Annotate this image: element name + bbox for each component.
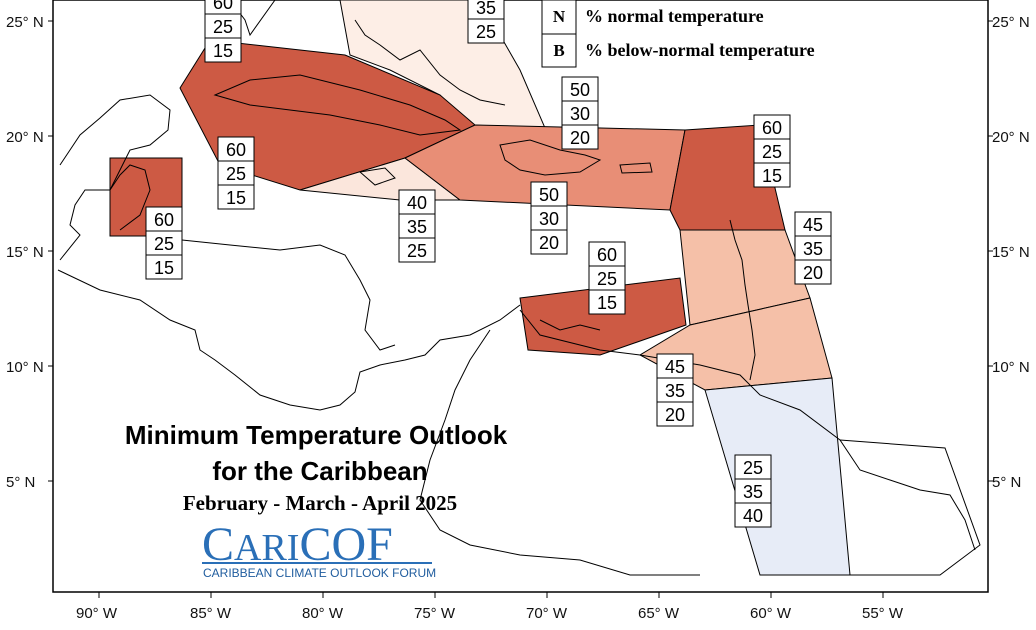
prob-box-bahamas-south: 35 25 <box>467 0 505 44</box>
prob-value: 25 <box>762 142 782 162</box>
map-title-line2: for the Caribbean <box>212 456 427 486</box>
prob-box-hispaniola-north: 50 30 20 <box>561 76 599 150</box>
map-title-line1: Minimum Temperature Outlook <box>125 420 508 450</box>
prob-value: 35 <box>743 482 763 502</box>
prob-value: 60 <box>154 210 174 230</box>
legend-key-n: N <box>553 7 566 26</box>
lon-label-90: 90° W <box>76 605 118 622</box>
lat-label-10: 10° N <box>6 359 44 376</box>
lat-label-5: 5° N <box>6 474 35 491</box>
legend-text-n: % normal temperature <box>585 6 764 26</box>
lon-label-85: 85° W <box>190 605 232 622</box>
lon-label-75: 75° W <box>414 605 456 622</box>
lon-label-70: 70° W <box>526 605 568 622</box>
bahamas <box>354 19 506 106</box>
forecast-regions <box>109 0 851 576</box>
prob-value: 25 <box>407 241 427 261</box>
yucatan <box>109 164 151 231</box>
prob-value: 50 <box>539 185 559 205</box>
prob-box-guianas: 25 35 40 <box>734 454 772 528</box>
lon-label-55: 55° W <box>862 605 904 622</box>
prob-box-bahamas-north: 60 25 15 <box>204 0 242 63</box>
lon-label-80: 80° W <box>302 605 344 622</box>
central-america <box>57 269 521 411</box>
forecast-period: February - March - April 2025 <box>183 491 457 515</box>
caricof-logo: CARICOF CARIBBEAN CLIMATE OUTLOOK FORUM <box>202 518 436 580</box>
lat-label-15: 15° N <box>6 244 44 261</box>
prob-value: 60 <box>213 0 233 13</box>
lat-label-25: 25° N <box>6 14 44 31</box>
lat-label-15-right: 15° N <box>992 244 1030 261</box>
prob-value: 60 <box>226 140 246 160</box>
prob-value: 50 <box>570 80 590 100</box>
prob-value: 25 <box>226 164 246 184</box>
prob-value: 30 <box>570 104 590 124</box>
prob-value: 35 <box>665 381 685 401</box>
prob-value: 20 <box>665 405 685 425</box>
legend: N % normal temperature B % below-normal … <box>541 0 815 68</box>
prob-box-belize: 60 25 15 <box>145 206 183 280</box>
lat-labels-left: 25° N 20° N 15° N 10° N 5° N <box>6 14 53 491</box>
legend-key-box-b <box>541 33 577 68</box>
prob-box-jamaica: 40 35 25 <box>398 189 436 263</box>
lat-label-25-right: 25° N <box>992 14 1030 31</box>
puerto-rico-coast <box>619 162 653 174</box>
prob-value: 35 <box>803 239 823 259</box>
prob-box-windward: 45 35 20 <box>794 211 832 285</box>
prob-value: 30 <box>539 209 559 229</box>
prob-value: 45 <box>803 215 823 235</box>
prob-value: 15 <box>213 41 233 61</box>
prob-value: 40 <box>407 193 427 213</box>
lat-labels-right: 25° N 20° N 15° N 10° N 5° N <box>988 14 1030 491</box>
prob-box-leeward: 60 25 15 <box>753 114 791 188</box>
prob-value: 40 <box>743 506 763 526</box>
prob-value: 35 <box>407 217 427 237</box>
caricof-tagline: CARIBBEAN CLIMATE OUTLOOK FORUM <box>203 566 436 580</box>
south-america-north <box>519 309 976 551</box>
prob-value: 20 <box>570 128 590 148</box>
jamaica-coast <box>358 167 396 186</box>
prob-value: 25 <box>213 17 233 37</box>
legend-key-b: B <box>553 41 564 60</box>
prob-value: 15 <box>597 293 617 313</box>
prob-value: 45 <box>665 357 685 377</box>
venezuela-islands <box>539 319 601 331</box>
prob-value: 15 <box>154 258 174 278</box>
prob-value: 60 <box>597 245 617 265</box>
prob-value: 15 <box>762 166 782 186</box>
prob-value: 60 <box>762 118 782 138</box>
legend-text-b: % below-normal temperature <box>585 40 815 60</box>
legend-key-box-n <box>541 0 577 35</box>
lon-labels: 90° W 85° W 80° W 75° W 70° W 65° W 60° … <box>76 592 904 622</box>
prob-box-puerto-rico: 50 30 20 <box>530 181 568 255</box>
prob-value: 15 <box>226 188 246 208</box>
prob-value: 25 <box>597 269 617 289</box>
lat-label-5-right: 5° N <box>992 474 1021 491</box>
colombia-interior <box>419 329 700 576</box>
lat-label-20: 20° N <box>6 129 44 146</box>
lon-label-65: 65° W <box>638 605 680 622</box>
prob-value: 25 <box>743 458 763 478</box>
prob-box-abc: 60 25 15 <box>588 241 626 315</box>
region-abc <box>519 277 687 356</box>
prob-value: 25 <box>154 234 174 254</box>
prob-value: 35 <box>476 0 496 18</box>
cuba-coast <box>213 74 462 136</box>
title-block: Minimum Temperature Outlook for the Cari… <box>125 420 508 515</box>
prob-value: 20 <box>539 233 559 253</box>
prob-value: 25 <box>476 22 496 42</box>
lesser-antilles <box>729 219 756 381</box>
lat-label-20-right: 20° N <box>992 129 1030 146</box>
prob-value: 20 <box>803 263 823 283</box>
guiana-border <box>839 439 981 576</box>
lat-label-10-right: 10° N <box>992 359 1030 376</box>
lon-label-60: 60° W <box>750 605 792 622</box>
prob-box-cuba: 60 25 15 <box>217 136 255 210</box>
hispaniola-coast <box>499 139 602 176</box>
prob-box-trinidad: 45 35 20 <box>656 353 694 427</box>
caribbean-coast-ca <box>181 239 396 351</box>
